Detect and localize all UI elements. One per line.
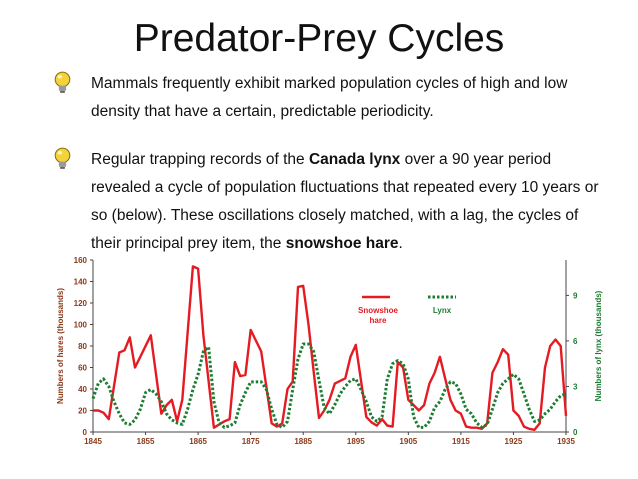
x-tick-label: 1895 xyxy=(347,437,365,446)
y-tick-label: 80 xyxy=(78,342,87,351)
x-tick-label: 1935 xyxy=(557,437,575,446)
predator-prey-chart: 0 20 40 60 80 100 120 140 160 0 3 6 9 1845 1855 1865 187… xyxy=(56,256,603,446)
x-tick-label: 1865 xyxy=(189,437,207,446)
bullet-2-mid: over a 90 year period revealed a cycle o… xyxy=(91,151,599,252)
lightbulb-icon xyxy=(54,71,71,93)
x-tick-label: 1885 xyxy=(294,437,312,446)
legend-lynx-label: Lynx xyxy=(433,306,452,315)
y-tick-label: 160 xyxy=(74,256,88,265)
legend-hare-label: hare xyxy=(370,316,387,325)
x-tick-label: 1855 xyxy=(137,437,155,446)
bullet-2-post: . xyxy=(398,235,403,252)
y-tick-label: 0 xyxy=(83,428,88,437)
bullet-2-pre: Regular trapping records of the xyxy=(91,151,309,168)
y-axis-title: Numbers of hares (thousands) xyxy=(56,288,65,404)
lightbulb-icon xyxy=(54,147,71,169)
y2-tick-label: 3 xyxy=(573,382,578,391)
x-tick-label: 1925 xyxy=(505,437,523,446)
y2-tick-label: 9 xyxy=(573,291,578,300)
y2-tick-label: 0 xyxy=(573,428,578,437)
y-tick-label: 140 xyxy=(74,278,88,287)
y-tick-label: 100 xyxy=(74,321,88,330)
bullet-2-canada-lynx: Canada lynx xyxy=(308,151,401,168)
y-tick-label: 60 xyxy=(78,364,87,373)
y-tick-label: 120 xyxy=(74,299,88,308)
slide-title: Predator-Prey Cycles xyxy=(133,17,505,60)
lynx-series-line xyxy=(91,342,567,429)
legend-hare-label: Snowshoe xyxy=(358,306,399,315)
y2-axis-title: Numbers of lynx (thousands) xyxy=(594,290,603,401)
hare-series-line xyxy=(93,265,568,432)
y-tick-label: 40 xyxy=(78,385,87,394)
x-tick-label: 1875 xyxy=(242,437,260,446)
x-tick-label: 1905 xyxy=(399,437,417,446)
bullet-1-text: Mammals frequently exhibit marked popula… xyxy=(91,75,568,120)
y2-tick-label: 6 xyxy=(573,337,578,346)
bullet-2-snowshoe-hare: snowshoe hare xyxy=(285,235,399,252)
y-tick-label: 20 xyxy=(78,407,87,416)
bullet-2-text: Regular trapping records of the Canada l… xyxy=(91,146,611,258)
x-tick-label: 1915 xyxy=(452,437,470,446)
x-tick-label: 1845 xyxy=(84,437,102,446)
